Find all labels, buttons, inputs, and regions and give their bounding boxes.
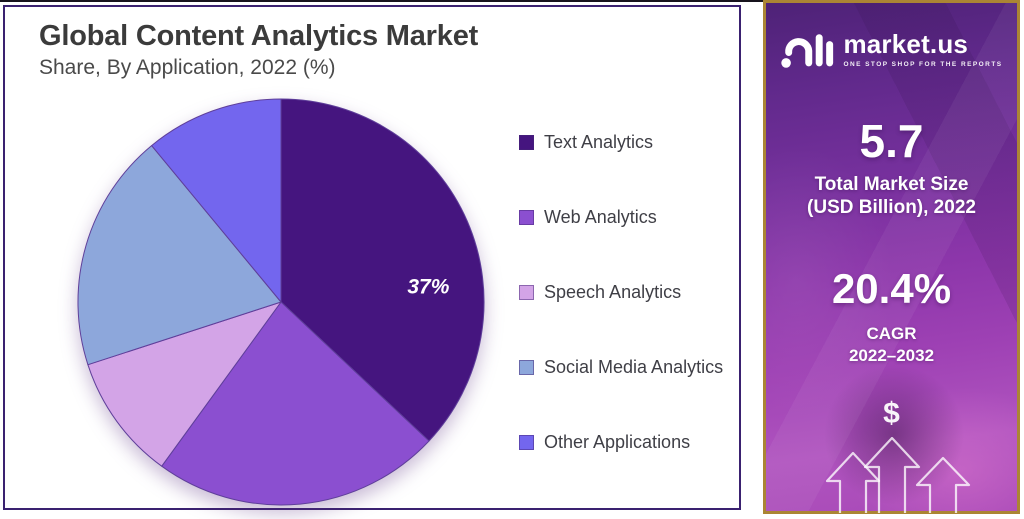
cagr-value: 20.4%: [831, 265, 952, 312]
pie-slice: [280, 98, 485, 442]
legend-item: Other Applications: [519, 432, 749, 453]
top-border-line: [0, 0, 770, 2]
pie-chart-area: 37%: [74, 95, 488, 509]
chart-header: Global Content Analytics Market Share, B…: [39, 20, 478, 80]
legend-label: Text Analytics: [544, 132, 654, 152]
three-up-arrows-icon: [825, 437, 970, 513]
cagr-label-line1: CAGR: [866, 324, 917, 344]
dollar-icon: $: [883, 397, 900, 430]
chart-panel: Global Content Analytics Market Share, B…: [3, 5, 741, 510]
brand-sidebar: market.us ONE STOP SHOP FOR THE REPORTS …: [763, 0, 1020, 514]
chart-subtitle: Share, By Application, 2022 (%): [39, 56, 336, 79]
legend: Text Analytics Web Analytics Speech Anal…: [519, 132, 749, 507]
brand-tagline: ONE STOP SHOP FOR THE REPORTS: [843, 60, 1003, 68]
legend-swatch: [519, 285, 534, 300]
stat-market-size: 5.7 Total Market Size (USD Billion), 202…: [766, 115, 1017, 219]
legend-item: Web Analytics: [519, 207, 749, 228]
legend-swatch: [519, 435, 534, 450]
legend-swatch: [519, 360, 534, 375]
legend-swatch: [519, 210, 534, 225]
legend-item: Speech Analytics: [519, 282, 749, 303]
market-size-label-line2: (USD Billion), 2022: [807, 196, 976, 218]
legend-item: Social Media Analytics: [519, 357, 749, 378]
brand-name: market.us: [843, 28, 969, 59]
pie-slice: [161, 301, 430, 506]
chart-title: Global Content Analytics Market: [39, 20, 479, 52]
brand-text: market.us ONE STOP SHOP FOR THE REPORTS: [843, 31, 1002, 68]
legend-label: Other Applications: [544, 432, 691, 452]
pie-slice: [77, 145, 282, 366]
brand-row: market.us ONE STOP SHOP FOR THE REPORTS: [766, 25, 1017, 73]
legend-swatch: [519, 135, 534, 150]
legend-label: Speech Analytics: [544, 282, 682, 302]
market-size-value: 5.7: [859, 115, 924, 167]
legend-item: Text Analytics: [519, 132, 749, 153]
pie-slice: [151, 98, 282, 303]
market-size-label-line1: Total Market Size: [814, 173, 969, 195]
cagr-label-line2: 2022–2032: [848, 345, 935, 365]
legend-label: Web Analytics: [544, 207, 657, 227]
pie-slice-label: 37%: [407, 276, 449, 299]
legend-label: Social Media Analytics: [544, 357, 724, 377]
marketus-logo-icon: [781, 34, 834, 68]
pie-slice: [87, 301, 282, 467]
pie-chart: 37%: [77, 98, 485, 506]
stat-cagr: 20.4% CAGR 2022–2032: [766, 265, 1017, 366]
